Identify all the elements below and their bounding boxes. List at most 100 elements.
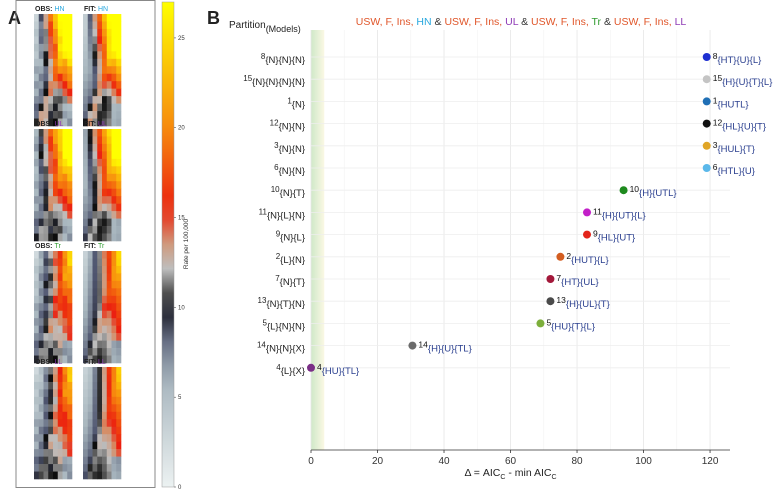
heatmap-cell xyxy=(43,404,49,413)
heatmap-cell xyxy=(62,389,68,398)
heatmap-cell xyxy=(102,143,108,152)
heatmap-cell xyxy=(97,419,103,428)
heatmap-cell xyxy=(34,81,40,89)
data-point-12 xyxy=(702,119,711,128)
heatmap-cell xyxy=(116,340,122,349)
heatmap-cell xyxy=(48,411,54,420)
heatmap-cell xyxy=(92,355,98,364)
heatmap-cell xyxy=(106,389,112,398)
heatmap-cell xyxy=(43,173,49,182)
heatmap-cell xyxy=(38,389,44,398)
heatmap-cell xyxy=(102,367,108,375)
heatmap-cell xyxy=(116,103,122,112)
heatmap-cell xyxy=(102,218,108,227)
heatmap-cell xyxy=(43,136,49,145)
heatmap-cell xyxy=(116,28,122,37)
heatmap-cell xyxy=(92,166,98,175)
heatmap-cell xyxy=(116,129,122,137)
heatmap-cell xyxy=(102,96,108,104)
heatmap-cell xyxy=(53,251,59,259)
heatmap-cell xyxy=(62,325,68,334)
heatmap-cell xyxy=(38,21,44,30)
heatmap-cell xyxy=(102,333,108,341)
heatmap-cell xyxy=(43,449,49,457)
aic-threshold-band xyxy=(311,30,325,450)
heatmap-cell xyxy=(53,419,59,428)
partition-label: 6{N}{N} xyxy=(274,163,305,177)
heatmap-cell xyxy=(57,28,63,37)
heatmap-cell xyxy=(83,218,89,227)
heatmap-cell xyxy=(111,456,117,465)
heatmap-cell xyxy=(97,28,103,37)
heatmap-cell xyxy=(116,43,122,52)
heatmap-cell xyxy=(106,303,112,312)
panel-a-letter: A xyxy=(8,8,21,28)
heatmap-cell xyxy=(87,88,93,97)
heatmap-cell xyxy=(106,143,112,152)
heatmap-cell xyxy=(116,143,122,152)
heatmap-cell xyxy=(62,310,68,319)
heatmap-cell xyxy=(48,66,54,75)
heatmap-cell xyxy=(116,196,122,204)
data-point-13 xyxy=(546,297,555,306)
partition-label: 8{N}{N}{N} xyxy=(261,52,305,66)
heatmap-cell xyxy=(53,233,59,242)
heatmap-cell xyxy=(57,173,63,182)
model-label: 14{H}{U}{TL} xyxy=(418,340,471,355)
heatmap-cell xyxy=(34,111,40,119)
heatmap-cell xyxy=(102,51,108,60)
heatmap-cell xyxy=(83,226,89,234)
heatmap-cell xyxy=(102,426,108,435)
heatmap-cell xyxy=(48,151,54,160)
model-label: 8{HT}{U}{L} xyxy=(713,51,762,66)
heatmap-cell xyxy=(34,441,40,450)
heatmap-cell xyxy=(67,43,73,52)
heatmap-cell xyxy=(67,173,73,182)
heatmap-cell xyxy=(83,265,89,274)
heatmap-cell xyxy=(34,404,40,413)
heatmap-cell xyxy=(92,325,98,334)
heatmap-cell xyxy=(38,158,44,167)
heatmap-cell xyxy=(43,325,49,334)
heatmap-cell xyxy=(57,396,63,405)
heatmap-cell xyxy=(57,158,63,167)
heatmap-cell xyxy=(34,103,40,112)
heatmap-cell xyxy=(116,173,122,182)
heatmap-cell xyxy=(62,166,68,175)
heatmap-cell xyxy=(102,66,108,75)
heatmap-cell xyxy=(34,88,40,97)
heatmap-cell xyxy=(57,419,63,428)
heatmap-cell xyxy=(38,333,44,341)
heatmap-cell xyxy=(38,355,44,364)
heatmap-cell xyxy=(34,367,40,375)
heatmap-cell xyxy=(106,51,112,60)
heatmap-cell xyxy=(111,325,117,334)
heatmap-cell xyxy=(67,51,73,60)
heatmap-cell xyxy=(87,218,93,227)
heatmap-cell xyxy=(48,464,54,472)
heatmap-cell xyxy=(83,251,89,259)
heatmap-cell xyxy=(38,151,44,160)
heatmap-cell xyxy=(92,288,98,297)
heatmap-cell xyxy=(43,396,49,405)
heatmap-cell xyxy=(116,226,122,234)
heatmap-cell xyxy=(67,374,73,383)
model-label: 12{HL}{U}{T} xyxy=(713,118,766,133)
heatmap-cell xyxy=(67,151,73,160)
heatmap-cell xyxy=(102,273,108,282)
heatmap-cell xyxy=(53,196,59,204)
heatmap-cell xyxy=(34,288,40,297)
heatmap-cell xyxy=(111,449,117,457)
heatmap-cell xyxy=(43,456,49,465)
heatmap-cell xyxy=(87,265,93,274)
heatmap-cell xyxy=(62,411,68,420)
heatmap-cell xyxy=(102,14,108,22)
heatmap-cell xyxy=(38,218,44,227)
heatmap-cell xyxy=(57,441,63,450)
heatmap-cell xyxy=(53,310,59,319)
heatmap-cell xyxy=(106,151,112,160)
heatmap-cell xyxy=(116,188,122,197)
heatmap-cell xyxy=(106,419,112,428)
heatmap-cell xyxy=(62,295,68,304)
